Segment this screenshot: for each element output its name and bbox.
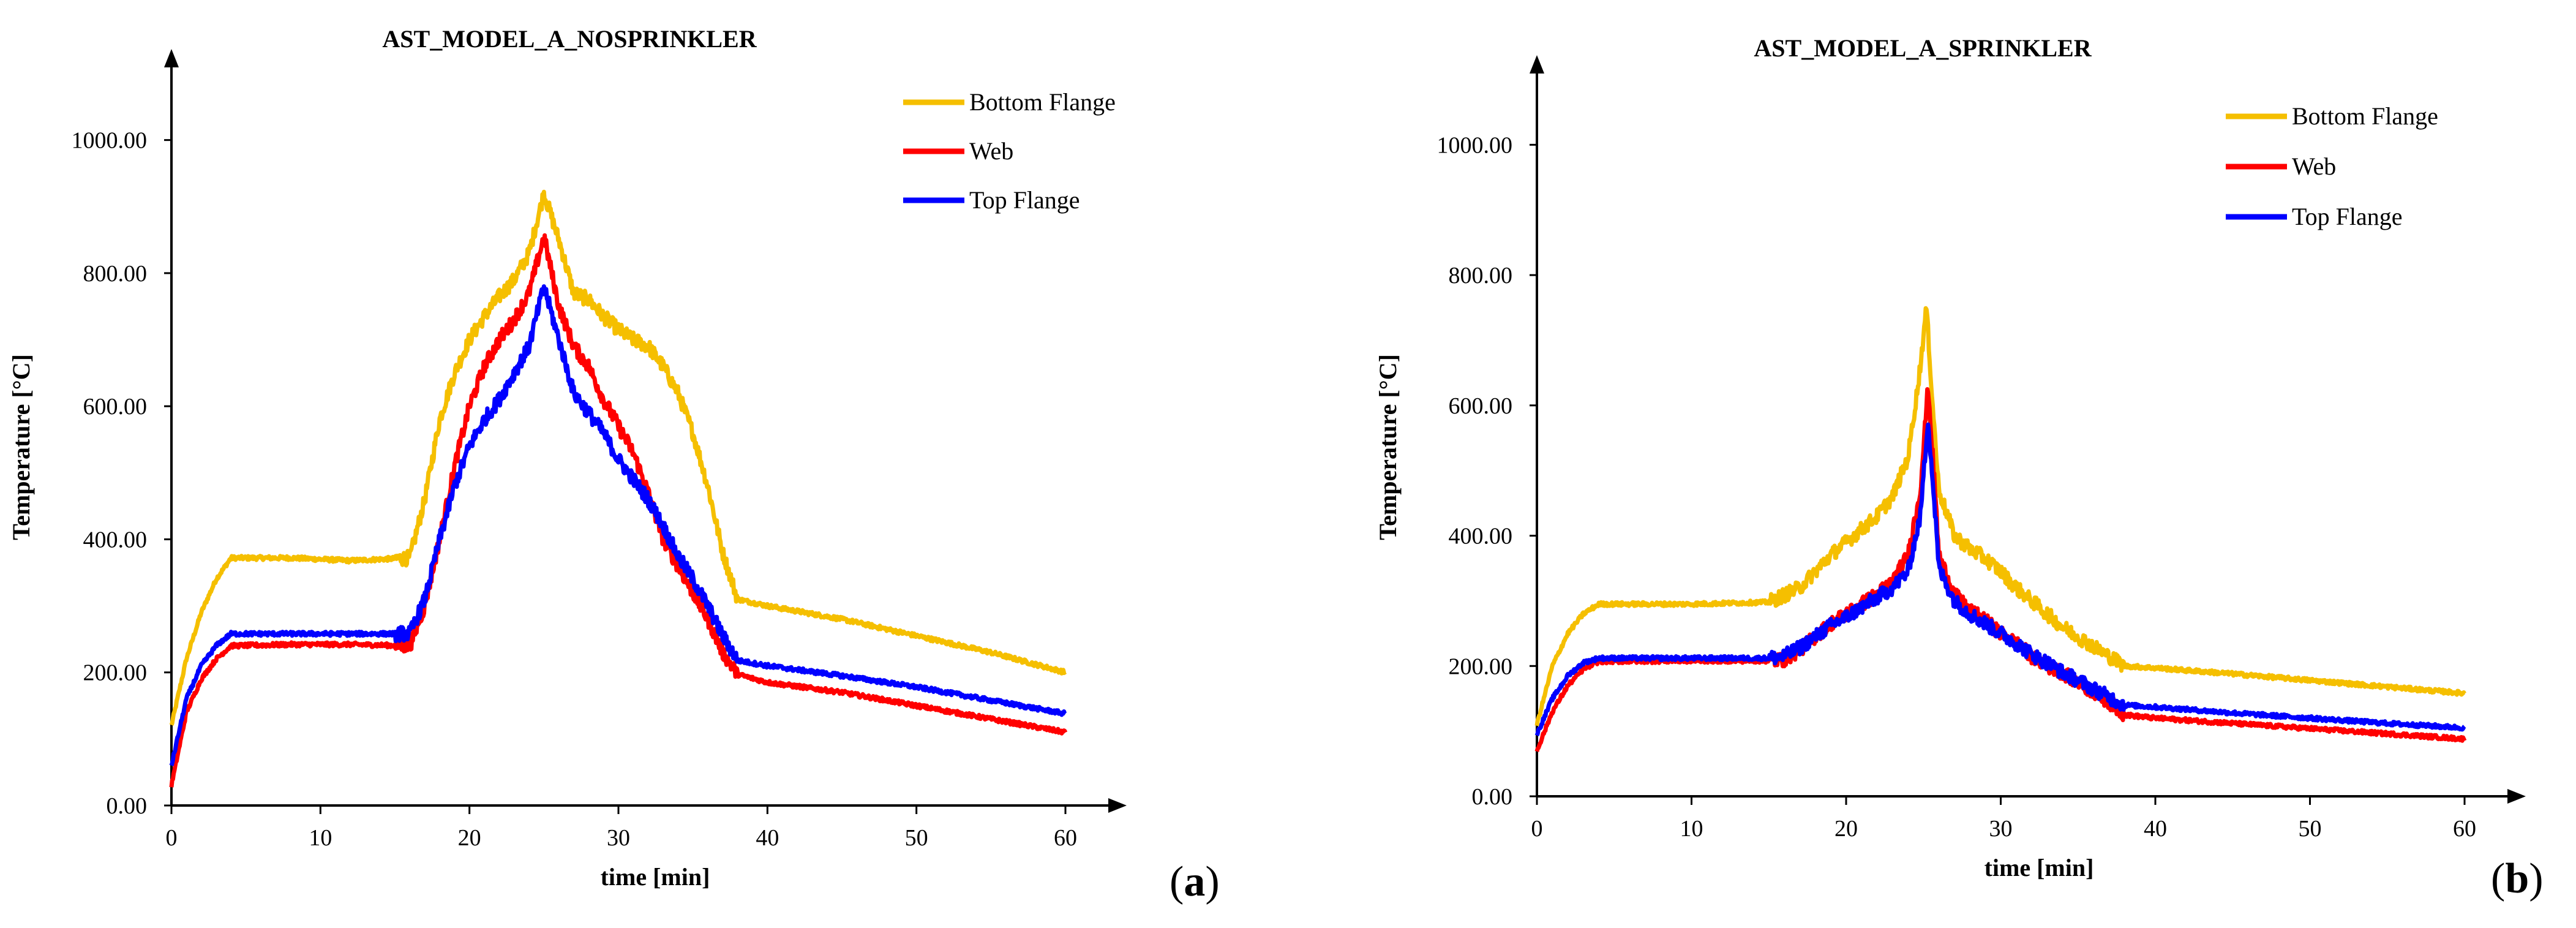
x-tick-label: 10: [1680, 816, 1703, 842]
x-tick-label: 60: [1054, 825, 1077, 851]
x-tick-label: 10: [309, 825, 332, 851]
x-tick-label: 50: [2299, 816, 2322, 842]
y-tick-label: 400.00: [83, 527, 148, 553]
x-axis-label: time [min]: [1985, 854, 2094, 881]
x-tick-label: 60: [2453, 816, 2476, 842]
panel-label-a: (a): [1170, 858, 1220, 905]
y-axis-arrow: [1530, 55, 1544, 74]
legend-label: Top Flange: [969, 186, 1080, 214]
series-line-top-flange: [1534, 422, 2466, 737]
y-tick-label: 600.00: [83, 394, 148, 420]
legend-label: Web: [969, 137, 1013, 165]
x-tick-label: 40: [756, 825, 779, 851]
series-line-bottom-flange: [169, 189, 1067, 726]
x-tick-label: 40: [2144, 816, 2167, 842]
x-axis-arrow: [2507, 789, 2526, 804]
y-tick-label: 200.00: [1449, 654, 1513, 679]
x-tick-label: 0: [1531, 816, 1543, 842]
y-tick-label: 600.00: [1449, 393, 1513, 419]
x-tick-label: 30: [1989, 816, 2013, 842]
y-tick-label: 800.00: [83, 261, 148, 287]
panel-label-b: (b): [2491, 855, 2544, 902]
y-tick-label: 0.00: [107, 793, 148, 819]
x-tick-label: 0: [166, 825, 178, 851]
series-line-bottom-flange: [1534, 306, 2466, 726]
x-tick-label: 50: [905, 825, 928, 851]
chart-a-title: AST_MODEL_A_NOSPRINKLER: [382, 25, 757, 53]
y-axis-label: Temperature [°C]: [7, 354, 35, 540]
x-tick-label: 20: [458, 825, 481, 851]
series-line-web: [169, 233, 1068, 788]
y-tick-label: 400.00: [1449, 524, 1513, 549]
x-tick-label: 20: [1834, 816, 1858, 842]
chart-a: 0 10 20 30 40 50 600.00200.00400.00600.00800.0…: [7, 49, 1127, 891]
y-tick-label: 200.00: [83, 660, 148, 686]
legend-label: Web: [2292, 153, 2336, 180]
series-line-top-flange: [169, 284, 1067, 766]
x-axis-label: time [min]: [601, 863, 710, 891]
legend-label: Top Flange: [2292, 203, 2403, 230]
x-tick-label: 30: [607, 825, 630, 851]
legend-label: Bottom Flange: [969, 88, 1116, 116]
chart-b: 0 10 20 30 40 50 600.00200.00400.00600.00800.0…: [1374, 55, 2526, 881]
y-tick-label: 1000.00: [72, 128, 148, 154]
y-tick-label: 800.00: [1449, 263, 1513, 289]
y-tick-label: 0.00: [1472, 784, 1513, 810]
legend-label: Bottom Flange: [2292, 102, 2438, 130]
y-tick-label: 1000.00: [1437, 132, 1513, 158]
y-axis-arrow: [164, 49, 179, 67]
y-axis-label: Temperature [°C]: [1374, 354, 1402, 540]
x-axis-arrow: [1108, 798, 1127, 813]
chart-b-title: AST_MODEL_A_SPRINKLER: [1754, 34, 2092, 62]
